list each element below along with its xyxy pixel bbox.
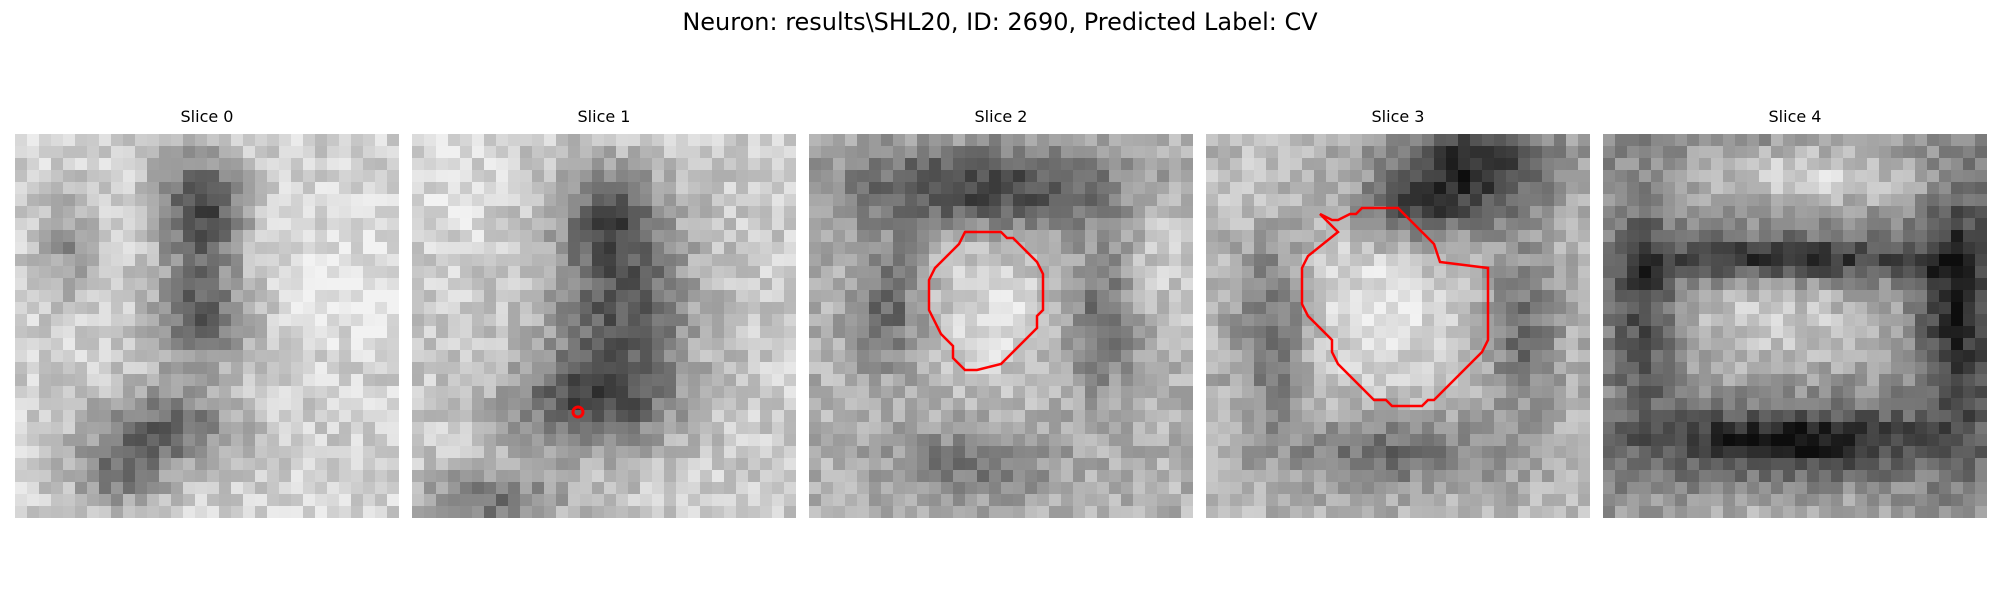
slice-panel-3: Slice 3 [1206,106,1590,520]
slice-image [1206,134,1590,518]
contour-overlay [927,230,1045,372]
slice-image [809,134,1193,518]
marker-overlay [571,405,585,419]
red-contour [927,230,1045,372]
slice-panel-1: Slice 1 [412,106,796,520]
red-marker [571,405,585,419]
figure-title: Neuron: results\SHL20, ID: 2690, Predict… [682,8,1318,36]
contour-overlay [1300,206,1490,408]
slice-panel-4: Slice 4 [1603,106,1987,520]
slice-title: Slice 3 [1371,107,1425,126]
slice-title: Slice 0 [180,107,234,126]
slice-image [15,134,399,518]
slice-title: Slice 1 [577,107,631,126]
slice-title: Slice 2 [974,107,1028,126]
slice-image [412,134,796,518]
slice-title: Slice 4 [1768,107,1822,126]
slice-panel-0: Slice 0 [15,106,399,520]
slice-panel-2: Slice 2 [809,106,1193,520]
slice-image [1603,134,1987,518]
red-contour [1300,206,1490,408]
